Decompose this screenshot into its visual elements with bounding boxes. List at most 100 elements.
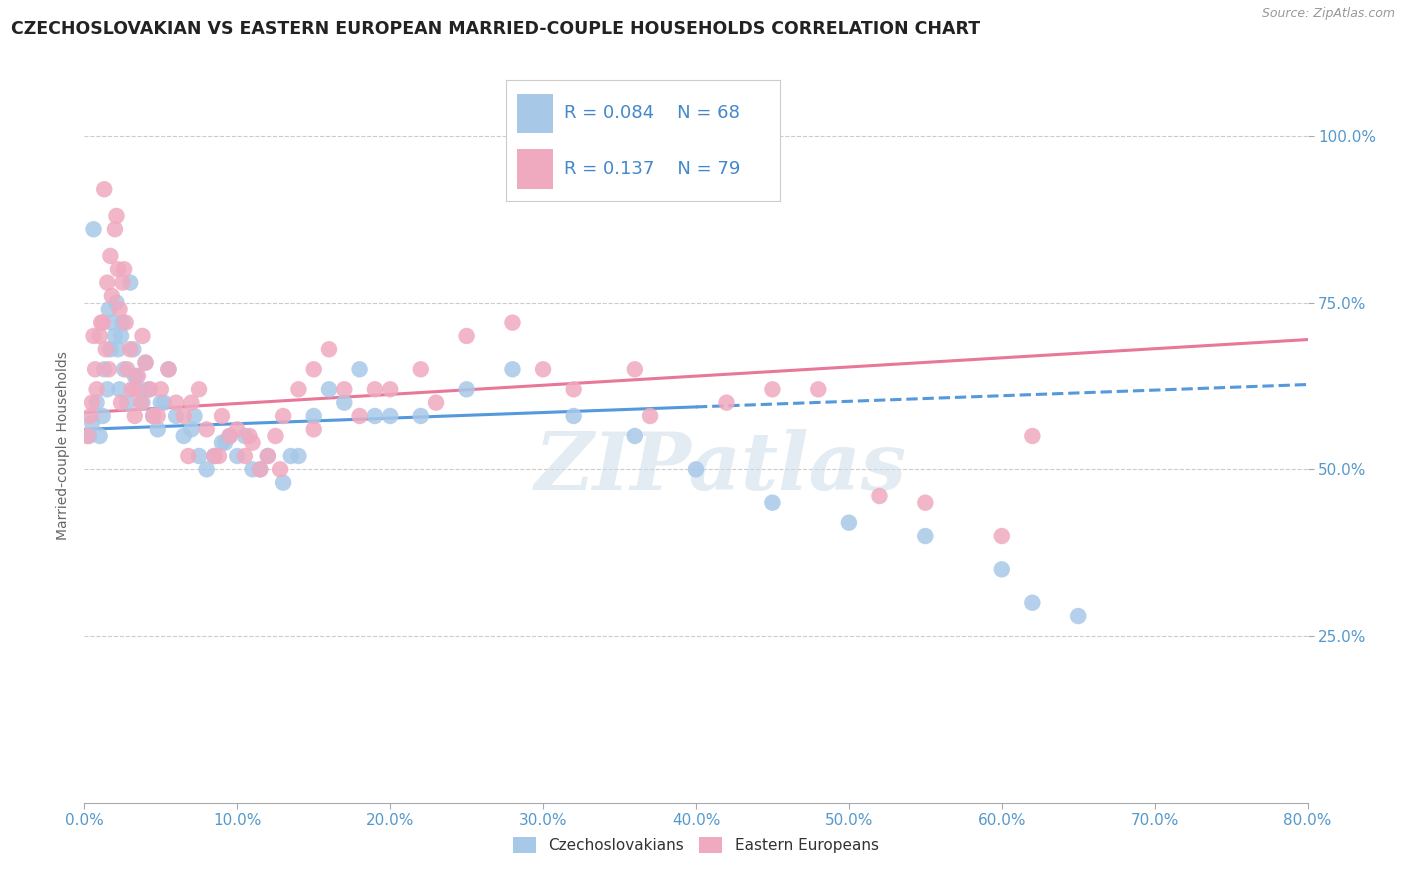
Point: [84, 362, 107, 376]
Point: [79, 409, 101, 423]
Point: [364, 409, 387, 423]
Point: [264, 429, 287, 443]
Point: [101, 289, 124, 303]
Point: [502, 362, 524, 376]
Point: [89, 329, 111, 343]
Point: [761, 496, 783, 510]
Point: [104, 222, 127, 236]
Point: [97, 302, 120, 317]
Point: [173, 429, 195, 443]
Point: [177, 449, 200, 463]
Point: [456, 382, 478, 396]
Point: [425, 395, 447, 409]
Point: [121, 382, 143, 396]
Point: [101, 316, 124, 330]
Point: [165, 409, 187, 423]
Point: [208, 449, 231, 463]
Point: [157, 362, 180, 376]
Text: R = 0.137    N = 79: R = 0.137 N = 79: [564, 160, 740, 178]
Point: [271, 409, 294, 423]
Point: [180, 422, 202, 436]
Point: [107, 343, 129, 357]
Point: [302, 362, 325, 376]
Point: [83, 222, 105, 236]
Point: [135, 356, 157, 370]
Point: [761, 382, 783, 396]
Point: [716, 395, 738, 409]
Text: R = 0.084    N = 68: R = 0.084 N = 68: [564, 104, 740, 122]
Point: [195, 462, 218, 476]
Point: [96, 276, 118, 290]
Point: [195, 422, 218, 436]
Point: [380, 409, 402, 423]
Y-axis label: Married-couple Households: Married-couple Households: [56, 351, 70, 541]
Point: [80, 395, 103, 409]
Point: [157, 362, 180, 376]
Point: [124, 382, 146, 396]
FancyBboxPatch shape: [517, 94, 553, 133]
Point: [218, 429, 240, 443]
Point: [218, 429, 240, 443]
Point: [138, 382, 160, 396]
Point: [280, 449, 302, 463]
Point: [318, 382, 340, 396]
Point: [91, 316, 114, 330]
Point: [269, 462, 291, 476]
Point: [124, 409, 146, 423]
Point: [1067, 609, 1090, 624]
Point: [125, 368, 148, 383]
Point: [624, 362, 647, 376]
Point: [349, 362, 371, 376]
Point: [105, 209, 128, 223]
Point: [380, 382, 402, 396]
Point: [83, 329, 105, 343]
Point: [115, 395, 138, 409]
Text: CZECHOSLOVAKIAN VS EASTERN EUROPEAN MARRIED-COUPLE HOUSEHOLDS CORRELATION CHART: CZECHOSLOVAKIAN VS EASTERN EUROPEAN MARR…: [11, 20, 980, 37]
Point: [238, 429, 260, 443]
Point: [153, 395, 176, 409]
Point: [364, 382, 387, 396]
Point: [202, 449, 225, 463]
Point: [183, 409, 205, 423]
Point: [89, 429, 111, 443]
Point: [105, 295, 128, 310]
Point: [624, 429, 647, 443]
Point: [869, 489, 891, 503]
Point: [112, 262, 135, 277]
Point: [165, 395, 187, 409]
Point: [97, 362, 120, 376]
Point: [638, 409, 661, 423]
Text: ZIPatlas: ZIPatlas: [534, 429, 907, 506]
Point: [991, 562, 1014, 576]
Point: [349, 409, 371, 423]
Point: [131, 395, 153, 409]
Point: [86, 382, 108, 396]
Point: [135, 356, 157, 370]
Point: [211, 435, 233, 450]
Point: [202, 449, 225, 463]
Point: [111, 276, 134, 290]
Point: [108, 302, 131, 317]
Point: [149, 382, 172, 396]
Point: [287, 382, 309, 396]
Point: [685, 462, 707, 476]
Point: [173, 409, 195, 423]
Point: [242, 435, 264, 450]
Point: [80, 416, 103, 430]
Point: [333, 382, 356, 396]
Point: [302, 409, 325, 423]
Point: [226, 449, 249, 463]
Point: [131, 329, 153, 343]
Point: [991, 529, 1014, 543]
Point: [271, 475, 294, 490]
Point: [98, 249, 121, 263]
Point: [211, 409, 233, 423]
Point: [94, 343, 117, 357]
Point: [142, 409, 165, 423]
Point: [124, 368, 146, 383]
Point: [409, 409, 432, 423]
Point: [531, 362, 554, 376]
Point: [122, 343, 145, 357]
Point: [93, 362, 115, 376]
Point: [233, 429, 256, 443]
